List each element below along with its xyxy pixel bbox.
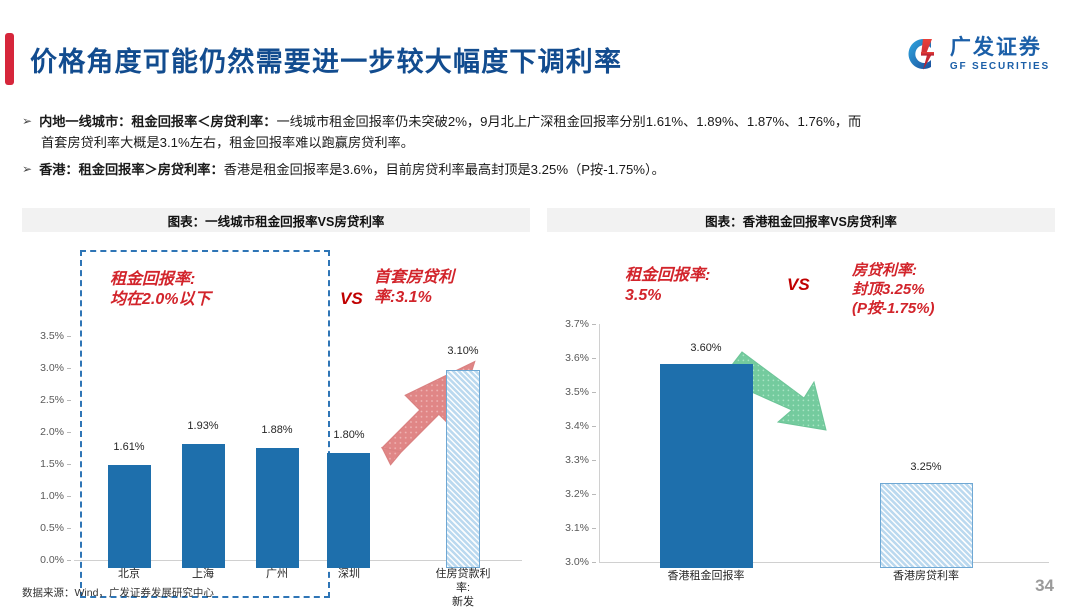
bullet-lead: 内地一线城市：租金回报率＜房贷利率： — [39, 114, 277, 129]
y-tick: 3.1% — [565, 522, 596, 534]
y-tick: 1.0% — [40, 490, 71, 502]
annotation-mortgage-rate-left: 首套房贷利 率:3.1% — [374, 269, 455, 306]
chart-title-left: 图表：一线城市租金回报率VS房贷利率 — [22, 208, 530, 232]
bar-value-label: 1.88% — [261, 424, 293, 436]
x-tick-label: 深圳 — [338, 568, 360, 580]
bullet-continuation: 首套房贷利率大概是3.1%左右，租金回报率难以跑赢房贷利率。 — [41, 135, 414, 151]
y-tick: 1.5% — [40, 458, 71, 470]
source-note: 数据来源：Wind，广发证券发展研究中心 — [22, 587, 214, 599]
chart-title-right: 图表：香港租金回报率VS房贷利率 — [547, 208, 1055, 232]
x-tick-label: 香港租金回报率 — [667, 570, 745, 582]
bar-value-label: 1.80% — [333, 429, 365, 441]
logo-text-cn: 广发证券 — [949, 35, 1042, 59]
x-tick-label: 北京 — [118, 568, 140, 580]
annotation-rental-yield-right: 租金回报率: 3.5% — [625, 267, 711, 304]
bar-hk-mortgage-rate — [880, 483, 973, 568]
list-item: ➢ 内地一线城市：租金回报率＜房贷利率：一线城市租金回报率仍未突破2%，9月北上… — [22, 112, 1062, 132]
annotation-rental-yield-left: 租金回报率: 均在2.0%以下 — [110, 271, 211, 308]
y-tick: 2.5% — [40, 394, 71, 406]
y-tick: 3.7% — [565, 318, 596, 330]
chart-plot-left: 3.5% 3.0% 2.5% 2.0% 1.5% 1.0% 0.5% 0.0% … — [22, 232, 530, 608]
title-accent-bar — [5, 33, 14, 85]
y-tick: 3.2% — [565, 488, 596, 500]
bullet-lead: 香港：租金回报率＞房贷利率： — [39, 161, 224, 177]
logo-text-en: GF SECURITIES — [949, 60, 1050, 72]
y-axis-left: 3.5% 3.0% 2.5% 2.0% 1.5% 1.0% 0.5% 0.0% — [22, 232, 74, 568]
bullet-body: 香港是租金回报率是3.6%，目前房贷利率最高封顶是3.25%（P按-1.75%）… — [223, 161, 665, 177]
bar-value-label: 1.61% — [113, 441, 145, 453]
page-title: 价格角度可能仍然需要进一步较大幅度下调利率 — [30, 47, 623, 77]
bar-value-label: 3.10% — [447, 345, 479, 357]
y-tick: 3.0% — [40, 362, 71, 374]
bar-mortgage-new — [446, 370, 480, 568]
x-tick-label: 香港房贷利率 — [893, 570, 959, 582]
gf-securities-logo-icon — [901, 33, 943, 75]
bar-hk-rental-yield — [660, 364, 753, 568]
annotation-vs-left: VS — [340, 289, 363, 308]
y-tick: 3.5% — [40, 330, 71, 342]
highlight-box — [80, 250, 330, 598]
chart-plot-right: 3.7% 3.6% 3.5% 3.4% 3.3% 3.2% 3.1% 3.0% … — [547, 232, 1055, 582]
annotation-mortgage-rate-right: 房贷利率: 封顶3.25% (P按-1.75%) — [852, 262, 935, 317]
y-tick: 3.5% — [565, 386, 596, 398]
brand-logo: 广发证券 GF SECURITIES — [901, 33, 1050, 75]
y-tick: 3.4% — [565, 420, 596, 432]
chart-panel-hongkong: 图表：香港租金回报率VS房贷利率 3.7% 3.6% 3.5% 3.4% 3.3… — [547, 208, 1055, 582]
list-item: ➢ 香港：租金回报率＞房贷利率：香港是租金回报率是3.6%，目前房贷利率最高封顶… — [22, 160, 1062, 180]
chart-panel-mainland: 图表：一线城市租金回报率VS房贷利率 3.5% 3.0% 2.5% 2.0% 1… — [22, 208, 530, 608]
bar-beijing — [108, 465, 151, 568]
bullet-marker-icon: ➢ — [22, 114, 33, 128]
bar-guangzhou — [256, 448, 299, 568]
x-tick-label: 上海 — [192, 568, 214, 580]
x-axis-line — [599, 562, 1049, 563]
page-number: 34 — [1035, 576, 1054, 595]
y-tick: 3.6% — [565, 352, 596, 364]
bullet-list: ➢ 内地一线城市：租金回报率＜房贷利率：一线城市租金回报率仍未突破2%，9月北上… — [22, 112, 1062, 180]
x-tick-label: 广州 — [266, 568, 288, 580]
bullet-marker-icon: ➢ — [22, 161, 33, 176]
annotation-vs-right: VS — [787, 275, 810, 294]
bar-value-label: 3.25% — [910, 461, 942, 473]
x-tick-label: 住房贷款利率: 新发 — [435, 568, 491, 608]
y-axis-right: 3.7% 3.6% 3.5% 3.4% 3.3% 3.2% 3.1% 3.0% — [547, 232, 599, 568]
y-axis-line — [599, 324, 600, 562]
bullet-body: 一线城市租金回报率仍未突破2%，9月北上广深租金回报率分别1.61%、1.89%… — [276, 114, 862, 129]
bar-value-label: 3.60% — [690, 342, 722, 354]
y-tick: 3.3% — [565, 454, 596, 466]
y-tick: 0.5% — [40, 522, 71, 534]
bar-shanghai — [182, 444, 225, 568]
bar-value-label: 1.93% — [187, 420, 219, 432]
y-tick: 2.0% — [40, 426, 71, 438]
bar-shenzhen — [327, 453, 370, 568]
y-tick: 0.0% — [40, 554, 71, 566]
y-tick: 3.0% — [565, 556, 596, 568]
